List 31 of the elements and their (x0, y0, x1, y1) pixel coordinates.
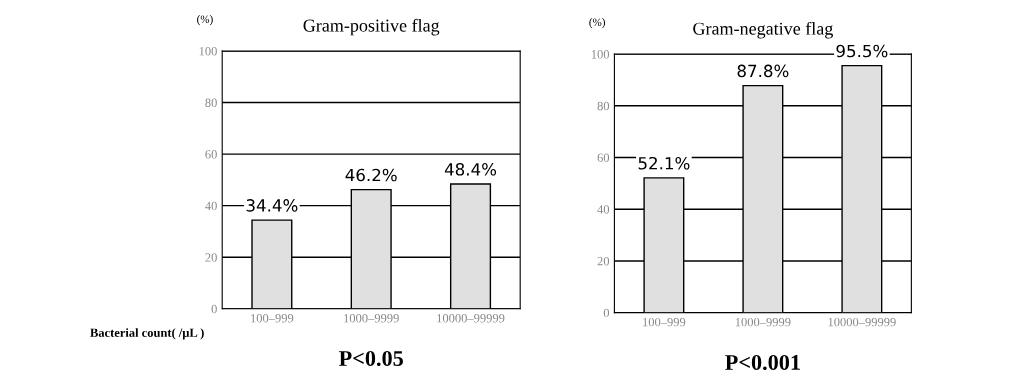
data-label: 87.8% (737, 64, 789, 78)
data-label: 34.4% (246, 199, 298, 212)
text: P<0.001 (725, 354, 800, 371)
y-tick-label: 40 (205, 201, 217, 211)
x-tick-label: 10000–99999 (437, 314, 505, 323)
data-label: 95.5% (836, 44, 888, 58)
data-label: 48.4% (444, 163, 497, 176)
x-tick-label: 100–999 (643, 317, 686, 327)
y-tick-label: 0 (603, 308, 610, 318)
x-tick-label: 10000–99999 (828, 317, 896, 327)
y-tick-label: 80 (597, 101, 610, 111)
y-tick-label: 20 (205, 253, 217, 262)
y-tick-label: 20 (597, 256, 610, 266)
y-tick-label: 60 (597, 153, 610, 162)
y-axis-title: (%) (197, 15, 213, 26)
y-tick-label: 100 (591, 50, 610, 59)
y-tick-label: 100 (199, 46, 217, 56)
y-tick-label: 40 (597, 205, 610, 214)
y-tick-label: 80 (205, 98, 217, 107)
y-tick-label: 60 (205, 150, 217, 159)
chart-title: Gram-positive flag (303, 18, 440, 36)
y-tick-label: 0 (211, 304, 217, 314)
chart-title: Gram-negative flag (693, 21, 833, 39)
data-label: 46.2% (345, 168, 397, 182)
x-axis-title: Bacterial count( /μL ) (90, 328, 204, 340)
x-tick-label: 1000–9999 (344, 314, 399, 323)
x-tick-label: 100–999 (251, 314, 294, 323)
data-label: 52.1% (638, 156, 690, 170)
x-tick-label: 1000–9999 (735, 317, 791, 327)
y-axis-title: (%) (589, 18, 605, 29)
text: P<0.05 (339, 350, 403, 367)
